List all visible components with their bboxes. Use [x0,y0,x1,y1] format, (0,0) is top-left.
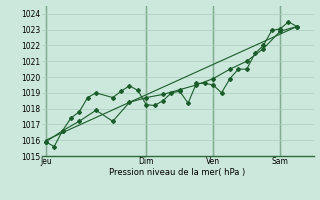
X-axis label: Pression niveau de la mer( hPa ): Pression niveau de la mer( hPa ) [109,168,246,177]
